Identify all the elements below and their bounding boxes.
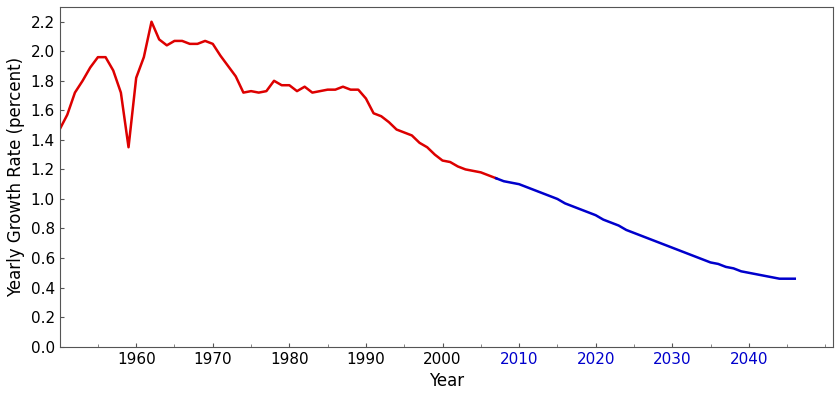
X-axis label: Year: Year	[428, 372, 464, 390]
Y-axis label: Yearly Growth Rate (percent): Yearly Growth Rate (percent)	[7, 57, 25, 297]
